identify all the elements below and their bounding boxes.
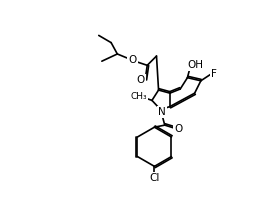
Text: N: N bbox=[158, 107, 165, 117]
Text: O: O bbox=[174, 124, 183, 134]
Text: OH: OH bbox=[188, 60, 204, 70]
Text: CH₃: CH₃ bbox=[130, 92, 147, 101]
Text: O: O bbox=[128, 55, 136, 65]
Text: Cl: Cl bbox=[149, 173, 160, 183]
Text: F: F bbox=[211, 69, 217, 79]
Text: O: O bbox=[136, 75, 145, 85]
